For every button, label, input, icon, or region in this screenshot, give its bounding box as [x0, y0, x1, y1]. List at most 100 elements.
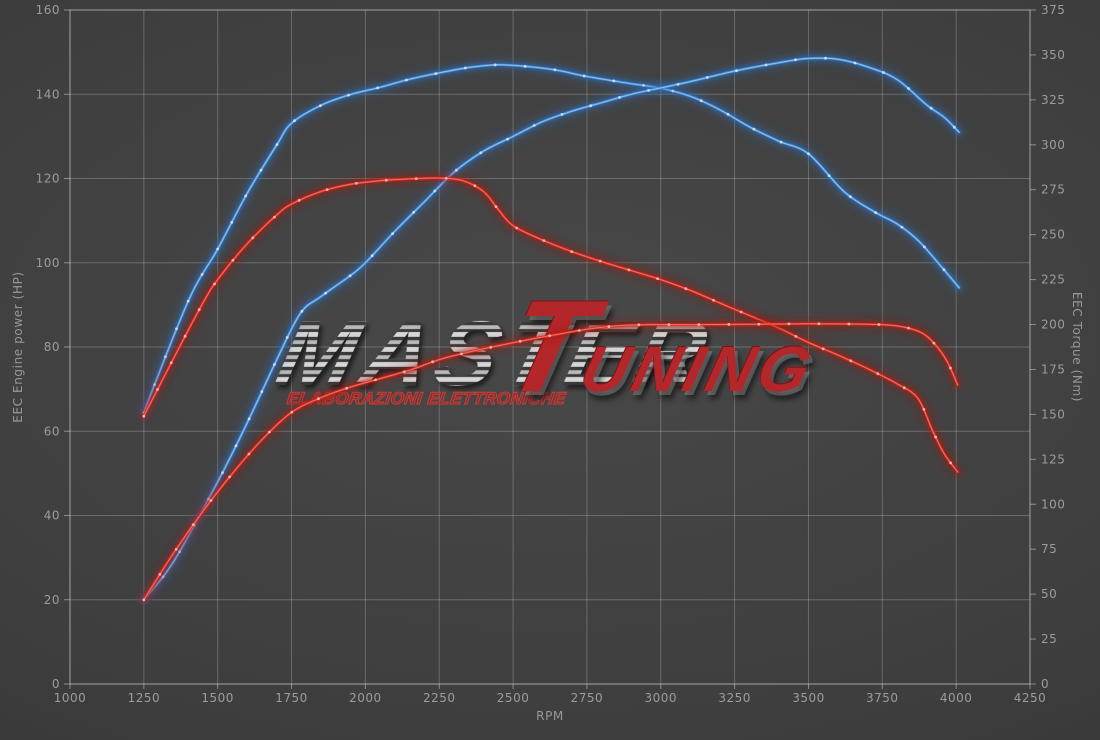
curve-data-marker — [757, 322, 761, 326]
curve-data-marker — [231, 258, 235, 262]
curve-data-marker — [942, 268, 946, 272]
curve-data-marker — [169, 361, 173, 365]
plot-border — [69, 9, 1031, 685]
curve-data-marker — [849, 359, 853, 363]
curve-data-marker — [548, 334, 552, 338]
curve-data-marker — [348, 274, 352, 278]
curve-data-marker — [824, 56, 827, 60]
curve-core — [143, 57, 960, 601]
y-right-tick-label: 75 — [1041, 542, 1057, 556]
y-right-tick-label: 25 — [1041, 632, 1057, 646]
curve-data-marker — [444, 176, 448, 180]
curve-data-marker — [273, 215, 276, 219]
curve-data-marker — [319, 104, 322, 107]
curve-data-marker — [325, 188, 329, 192]
curve-data-marker — [684, 287, 688, 291]
curve-data-marker — [431, 360, 434, 364]
curve-data-marker — [260, 390, 264, 394]
curve-data-marker — [209, 499, 213, 502]
curve-data-marker — [228, 475, 232, 479]
curve-data-marker — [532, 124, 536, 127]
curve-data-marker — [705, 76, 709, 79]
curve-core — [143, 323, 959, 601]
curve-data-marker — [847, 322, 851, 326]
curve-data-marker — [247, 417, 251, 421]
curve-data-marker — [726, 112, 730, 116]
curve-data-marker — [907, 326, 910, 330]
curve-data-marker — [297, 199, 301, 202]
curve-data-marker — [158, 573, 162, 576]
curve-data-marker — [598, 259, 602, 263]
curve-data-marker — [902, 386, 906, 390]
curve-data-marker — [607, 325, 611, 328]
curve-data-marker — [647, 89, 651, 92]
curve-data-marker — [234, 444, 238, 448]
curve-data-marker — [637, 323, 641, 327]
curve-data-marker — [374, 378, 377, 382]
curve-power-tuned — [138, 52, 965, 606]
curve-data-marker — [156, 388, 159, 391]
curve-data-marker — [142, 598, 146, 602]
x-tick-label: 1500 — [201, 691, 234, 705]
y-left-tick-label: 20 — [44, 593, 60, 607]
curve-data-marker — [402, 370, 406, 374]
y-right-tick-label: 350 — [1041, 48, 1065, 62]
y-right-tick-label: 325 — [1041, 93, 1065, 107]
curve-data-marker — [391, 232, 394, 236]
curve-line — [142, 322, 959, 601]
x-tick-label: 3750 — [866, 691, 899, 705]
curve-data-marker — [376, 86, 379, 90]
curve-data-marker — [827, 174, 831, 178]
right-axis-title: EEC Torque (Nm) — [1070, 291, 1084, 403]
y-left-tick-label: 120 — [36, 172, 60, 186]
curve-data-marker — [433, 189, 437, 193]
curve-data-marker — [142, 414, 146, 418]
curve-data-marker — [200, 273, 204, 276]
curve-data-marker — [900, 225, 904, 229]
curve-data-marker — [874, 211, 878, 215]
x-tick-label: 2250 — [423, 691, 456, 705]
curve-data-marker — [197, 308, 201, 312]
x-tick-label: 3250 — [718, 691, 751, 705]
curve-data-marker — [355, 181, 358, 185]
curve-data-marker — [949, 366, 952, 370]
curve-data-marker — [493, 63, 497, 67]
curve-data-marker — [251, 236, 255, 240]
x-tick-label: 2500 — [497, 691, 530, 705]
curve-data-marker — [347, 93, 350, 97]
curve-data-marker — [384, 178, 388, 182]
curve-data-marker — [506, 137, 509, 141]
curve-data-marker — [489, 345, 493, 349]
curve-data-marker — [735, 69, 738, 73]
curve-glow-inner — [141, 321, 961, 603]
y-left-tick-label: 80 — [44, 340, 60, 354]
curve-data-marker — [794, 58, 797, 62]
y-right-tick-label: 150 — [1041, 407, 1065, 421]
curve-data-marker — [479, 151, 483, 155]
curve-data-marker — [853, 61, 857, 65]
curve-data-marker — [929, 106, 933, 110]
curve-data-marker — [244, 194, 248, 198]
x-tick-label: 1250 — [128, 691, 161, 705]
curve-data-marker — [414, 177, 418, 181]
curve-data-marker — [934, 435, 937, 439]
x-axis-title: RPM — [536, 709, 564, 723]
y-left-tick-label: 100 — [36, 256, 60, 270]
curve-data-marker — [175, 327, 178, 331]
curve-data-marker — [370, 254, 374, 258]
curve-data-marker — [455, 168, 458, 172]
curve-data-marker — [676, 82, 680, 86]
curve-data-marker — [699, 99, 703, 103]
curve-data-marker — [275, 143, 279, 147]
x-tick-label: 3000 — [644, 691, 677, 705]
x-tick-label: 1750 — [275, 691, 308, 705]
y-left-tick-label: 40 — [44, 509, 60, 523]
curve-data-marker — [582, 74, 586, 78]
y-right-tick-label: 50 — [1041, 587, 1057, 601]
curve-data-marker — [923, 245, 926, 249]
curve-data-marker — [293, 119, 296, 123]
curve-data-marker — [221, 471, 224, 475]
x-tick-label: 2000 — [349, 691, 382, 705]
y-right-tick-label: 300 — [1041, 138, 1065, 152]
